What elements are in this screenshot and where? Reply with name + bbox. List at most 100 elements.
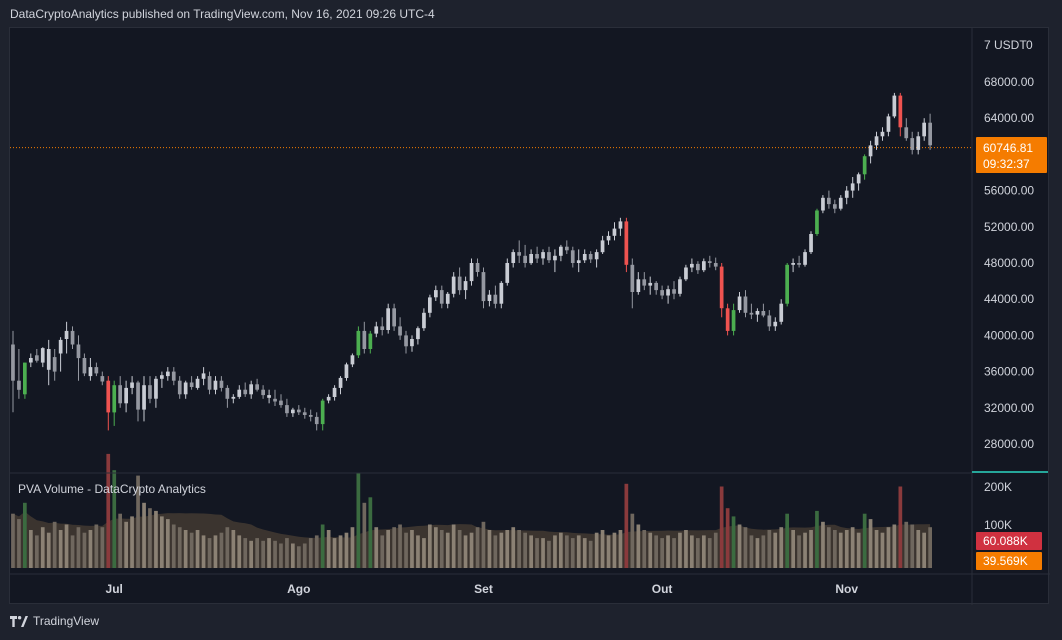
candle[interactable] [255, 378, 259, 392]
candle[interactable] [517, 240, 521, 263]
candle[interactable] [112, 380, 117, 426]
candle[interactable] [410, 335, 414, 352]
candle[interactable] [380, 317, 385, 336]
candle[interactable] [493, 285, 498, 309]
candle[interactable] [100, 371, 105, 386]
candle[interactable] [791, 258, 795, 273]
candle[interactable] [523, 244, 527, 268]
candle[interactable] [833, 199, 837, 214]
candle[interactable] [29, 353, 33, 368]
footer[interactable]: TradingView [10, 614, 99, 628]
candle[interactable] [767, 310, 772, 331]
candle[interactable] [827, 190, 831, 209]
candle[interactable] [52, 349, 57, 381]
candle[interactable] [237, 385, 242, 399]
candle[interactable] [618, 217, 623, 236]
candle[interactable] [642, 272, 647, 291]
candle[interactable] [106, 376, 111, 431]
candle[interactable] [451, 272, 456, 298]
candle[interactable] [916, 131, 921, 155]
candle[interactable] [177, 376, 182, 399]
candle[interactable] [690, 258, 694, 273]
candle[interactable] [785, 263, 789, 307]
candle[interactable] [404, 330, 408, 354]
candle[interactable] [612, 222, 617, 241]
candle[interactable] [809, 231, 813, 254]
candle[interactable] [46, 339, 51, 386]
candle[interactable] [755, 308, 760, 322]
candle[interactable] [225, 385, 230, 408]
candle[interactable] [505, 258, 510, 286]
candle[interactable] [553, 249, 557, 273]
candle[interactable] [392, 303, 396, 331]
candle[interactable] [344, 362, 349, 381]
candle[interactable] [844, 186, 849, 205]
candle[interactable] [439, 285, 444, 309]
candle[interactable] [416, 326, 420, 345]
candle[interactable] [684, 264, 688, 282]
candle[interactable] [189, 376, 194, 390]
candle[interactable] [922, 118, 926, 141]
candle[interactable] [707, 255, 712, 268]
candle[interactable] [565, 240, 569, 254]
candle[interactable] [356, 326, 361, 358]
candle[interactable] [880, 127, 885, 141]
candle[interactable] [362, 321, 367, 354]
candle[interactable] [308, 409, 313, 422]
candle[interactable] [76, 335, 81, 381]
candle[interactable] [850, 177, 855, 198]
candle[interactable] [183, 380, 188, 399]
candle[interactable] [249, 380, 253, 399]
candle[interactable] [666, 285, 670, 304]
candle[interactable] [886, 113, 891, 137]
candle[interactable] [731, 303, 736, 336]
candle[interactable] [487, 290, 492, 307]
candle[interactable] [648, 276, 653, 295]
candle[interactable] [535, 246, 539, 263]
candle[interactable] [821, 195, 825, 214]
candle[interactable] [874, 131, 879, 150]
candle[interactable] [231, 394, 236, 404]
candle[interactable] [17, 349, 21, 399]
candle[interactable] [398, 317, 402, 340]
candle[interactable] [862, 154, 867, 180]
candle[interactable] [511, 249, 516, 268]
candle[interactable] [11, 330, 15, 413]
candle[interactable] [445, 292, 450, 309]
candle[interactable] [297, 405, 301, 415]
candle[interactable] [291, 407, 295, 417]
candle[interactable] [267, 389, 271, 404]
candle[interactable] [898, 92, 903, 137]
candle[interactable] [279, 394, 283, 408]
candle[interactable] [338, 376, 343, 395]
candle[interactable] [302, 407, 307, 419]
candle[interactable] [374, 321, 379, 338]
candle[interactable] [797, 255, 801, 268]
candle[interactable] [779, 299, 784, 325]
candle[interactable] [154, 376, 158, 408]
candle[interactable] [171, 367, 176, 386]
candle[interactable] [672, 281, 676, 300]
candle[interactable] [743, 290, 748, 318]
candle[interactable] [559, 244, 563, 262]
candle[interactable] [70, 326, 75, 349]
candle[interactable] [702, 258, 706, 273]
candle[interactable] [64, 321, 69, 354]
candle[interactable] [23, 362, 27, 399]
candle[interactable] [386, 303, 390, 334]
volume-pane-title[interactable]: PVA Volume - DataCrypto Analytics [18, 482, 206, 496]
candle[interactable] [719, 263, 724, 318]
candle[interactable] [457, 267, 462, 295]
candle[interactable] [368, 330, 373, 354]
candle[interactable] [594, 249, 599, 268]
candle[interactable] [541, 249, 545, 265]
candle[interactable] [314, 412, 319, 431]
candlestick-chart[interactable]: 7 USDT 0 68000.0064000.0060000.0056000.0… [10, 28, 1050, 605]
candle[interactable] [326, 394, 331, 404]
candle[interactable] [928, 113, 932, 150]
candle[interactable] [499, 281, 504, 309]
currency-label[interactable]: USDT [994, 38, 1027, 52]
candle[interactable] [636, 272, 641, 295]
chart-frame[interactable]: 7 USDT 0 68000.0064000.0060000.0056000.0… [9, 27, 1050, 605]
candle[interactable] [463, 276, 468, 300]
